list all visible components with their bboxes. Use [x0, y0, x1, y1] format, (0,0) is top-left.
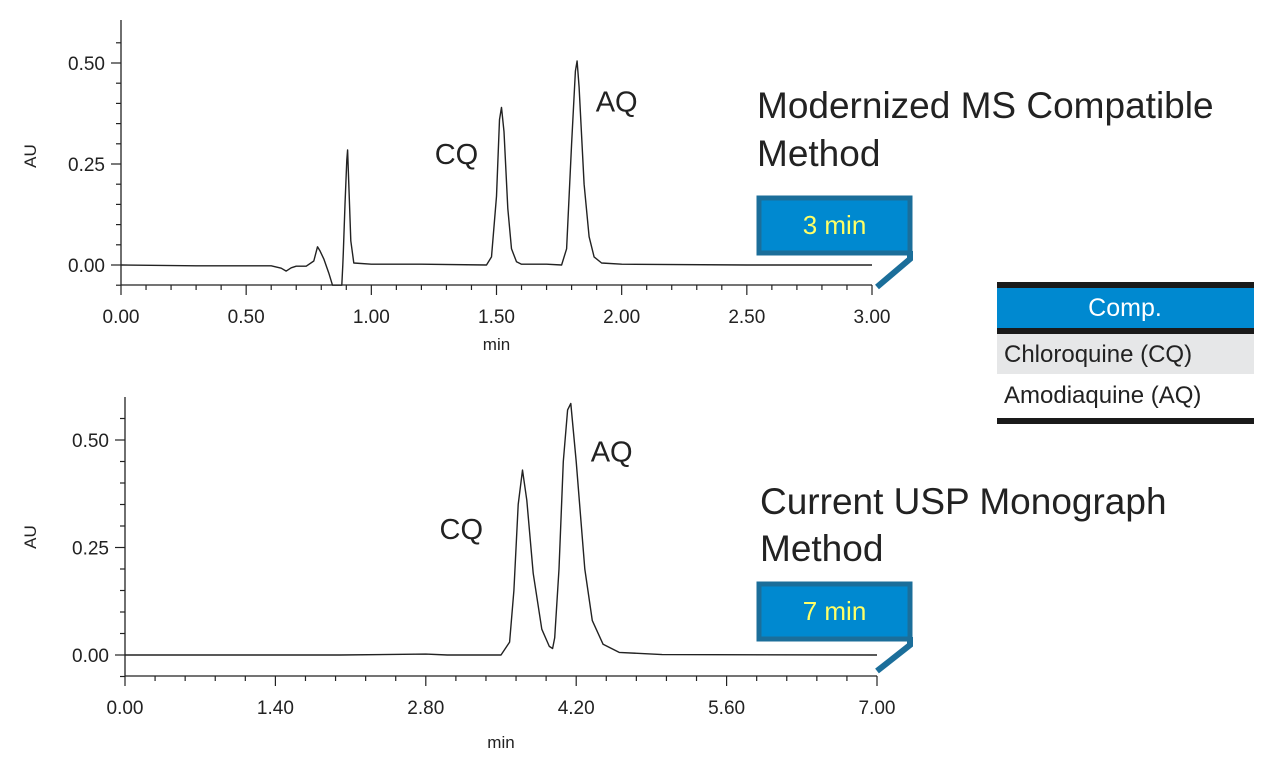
- chromatogram-panel-bottom: 0.00 0.25 0.50 AU 0.00 1.40 2.80 4.20 5.60 7.00 mi…: [21, 397, 1167, 752]
- peak-label-aq: AQ: [591, 437, 633, 469]
- y-tick-label: 0.50: [72, 431, 109, 452]
- y-tick-label: 0.50: [68, 54, 105, 75]
- x-tick-label: 2.50: [728, 307, 765, 328]
- method-title-line: Current USP Monograph: [760, 481, 1167, 522]
- y-axis-title: AU: [21, 525, 40, 549]
- x-axis-title: min: [487, 733, 514, 752]
- run-time-badge: [756, 581, 913, 642]
- x-tick-label: 2.00: [603, 307, 640, 328]
- legend-header-rule: [997, 328, 1254, 334]
- chromatogram-panel-top: 0.00 0.25 0.50 AU 0.00 0.50 1.00 1.50 2.00 2.50 3.…: [21, 20, 1214, 354]
- y-tick-label: 0.00: [68, 256, 105, 277]
- x-axis-title: min: [483, 335, 510, 354]
- compound-legend-table: Comp. Chloroquine (CQ) Amodiaquine (AQ): [997, 282, 1254, 424]
- chromatogram-trace: [120, 60, 872, 286]
- x-tick-label: 4.20: [558, 698, 595, 719]
- peak-label-cq: CQ: [440, 514, 484, 546]
- y-tick-label: 0.25: [68, 155, 105, 176]
- x-tick-label: 2.80: [407, 698, 444, 719]
- x-tick-label: 7.00: [859, 698, 896, 719]
- legend-top-rule: [997, 282, 1254, 288]
- legend-header-bg: [997, 288, 1254, 328]
- x-tick-label: 0.00: [107, 698, 144, 719]
- y-tick-label: 0.25: [72, 539, 109, 560]
- legend-row-shade: [997, 334, 1254, 374]
- legend-row-chloroquine: Chloroquine (CQ): [1004, 341, 1192, 368]
- y-tick-label: 0.00: [72, 646, 109, 667]
- run-time-label: 7 min: [803, 596, 867, 626]
- badge-hook: [875, 251, 913, 290]
- badge-hook: [875, 637, 913, 674]
- peak-label-aq: AQ: [596, 86, 638, 118]
- method-title-line: Method: [757, 133, 880, 174]
- run-time-badge: [756, 195, 913, 256]
- x-tick-label: 1.50: [478, 307, 515, 328]
- run-time-label: 3 min: [803, 210, 867, 240]
- method-title-line: Method: [760, 528, 883, 569]
- x-tick-label: 1.00: [353, 307, 390, 328]
- legend-bottom-rule: [997, 418, 1254, 424]
- y-axis-title: AU: [21, 144, 40, 168]
- x-tick-label: 3.00: [854, 307, 891, 328]
- x-tick-label: 5.60: [708, 698, 745, 719]
- method-title-line: Modernized MS Compatible: [757, 85, 1214, 126]
- chromatogram-trace: [125, 402, 878, 656]
- legend-row-amodiaquine: Amodiaquine (AQ): [1004, 382, 1201, 409]
- x-tick-label: 1.40: [257, 698, 294, 719]
- x-tick-label: 0.50: [228, 307, 265, 328]
- legend-header-label: Comp.: [1088, 294, 1162, 322]
- peak-label-cq: CQ: [435, 139, 479, 171]
- x-tick-label: 0.00: [103, 307, 140, 328]
